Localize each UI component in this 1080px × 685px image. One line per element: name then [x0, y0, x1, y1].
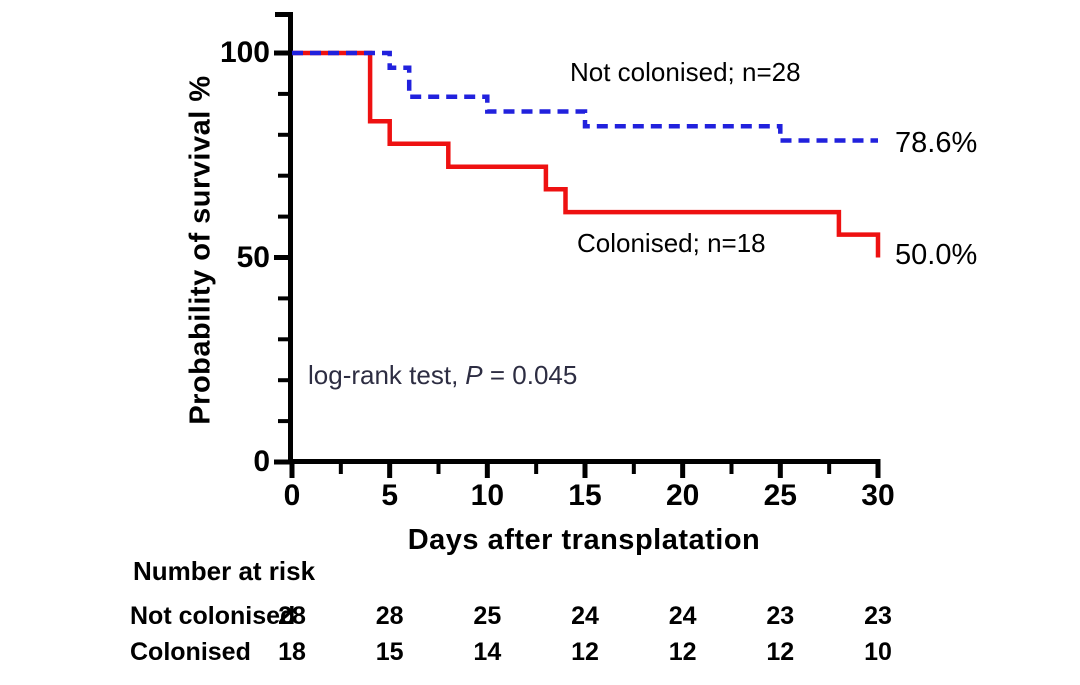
survival-curves: [292, 50, 881, 258]
x-tick-label-20: 20: [665, 479, 700, 512]
risk-value-not-colonised-day30: 23: [864, 602, 892, 630]
y-tick-label-50: 50: [236, 240, 270, 274]
curve-label-not-colonised: Not colonised; n=28: [570, 57, 801, 87]
final-survival-colonised: 50.0%: [895, 239, 978, 271]
final-survival-not-colonised: 78.6%: [895, 127, 978, 159]
y-tick-label-0: 0: [253, 445, 270, 478]
logrank-test-text: log-rank test,: [308, 360, 459, 390]
risk-value-not-colonised-day0: 28: [278, 602, 306, 630]
survival-curve-colonised: [292, 50, 881, 258]
risk-value-colonised-day20: 12: [668, 638, 697, 666]
p-value: = 0.045: [489, 360, 578, 390]
risk-value-colonised-day10: 14: [473, 638, 502, 666]
risk-table-heading: Number at risk: [133, 556, 316, 586]
risk-value-not-colonised-day20: 24: [668, 602, 697, 630]
curve-label-colonised: Colonised; n=18: [577, 228, 766, 258]
y-tick-label-100: 100: [219, 36, 270, 69]
risk-row-label-colonised: Colonised: [130, 638, 251, 666]
risk-row-label-not-colonised: Not colonised: [130, 602, 296, 630]
risk-value-not-colonised-day10: 25: [473, 602, 502, 630]
risk-value-not-colonised-day5: 28: [375, 602, 404, 630]
x-tick-label-10: 10: [470, 479, 505, 512]
x-tick-label-15: 15: [568, 479, 602, 512]
risk-value-colonised-day25: 12: [766, 638, 795, 666]
x-tick-label-0: 0: [283, 479, 301, 512]
x-tick-label-30: 30: [861, 479, 895, 512]
plot-axes: [274, 12, 881, 478]
risk-value-colonised-day0: 18: [278, 638, 306, 666]
risk-value-not-colonised-day25: 23: [766, 602, 795, 630]
risk-value-colonised-day15: 12: [571, 638, 599, 666]
risk-value-colonised-day5: 15: [375, 638, 404, 666]
x-axis-title: Days after transplatation: [407, 524, 761, 556]
x-tick-label-25: 25: [763, 479, 797, 512]
p-symbol: P: [465, 360, 483, 390]
logrank-annotation: log-rank test, P = 0.045: [308, 362, 577, 388]
x-tick-label-5: 5: [381, 479, 398, 512]
risk-value-not-colonised-day15: 24: [571, 602, 599, 630]
risk-value-colonised-day30: 10: [864, 638, 892, 666]
survival-curve-not-colonised: [292, 50, 878, 143]
